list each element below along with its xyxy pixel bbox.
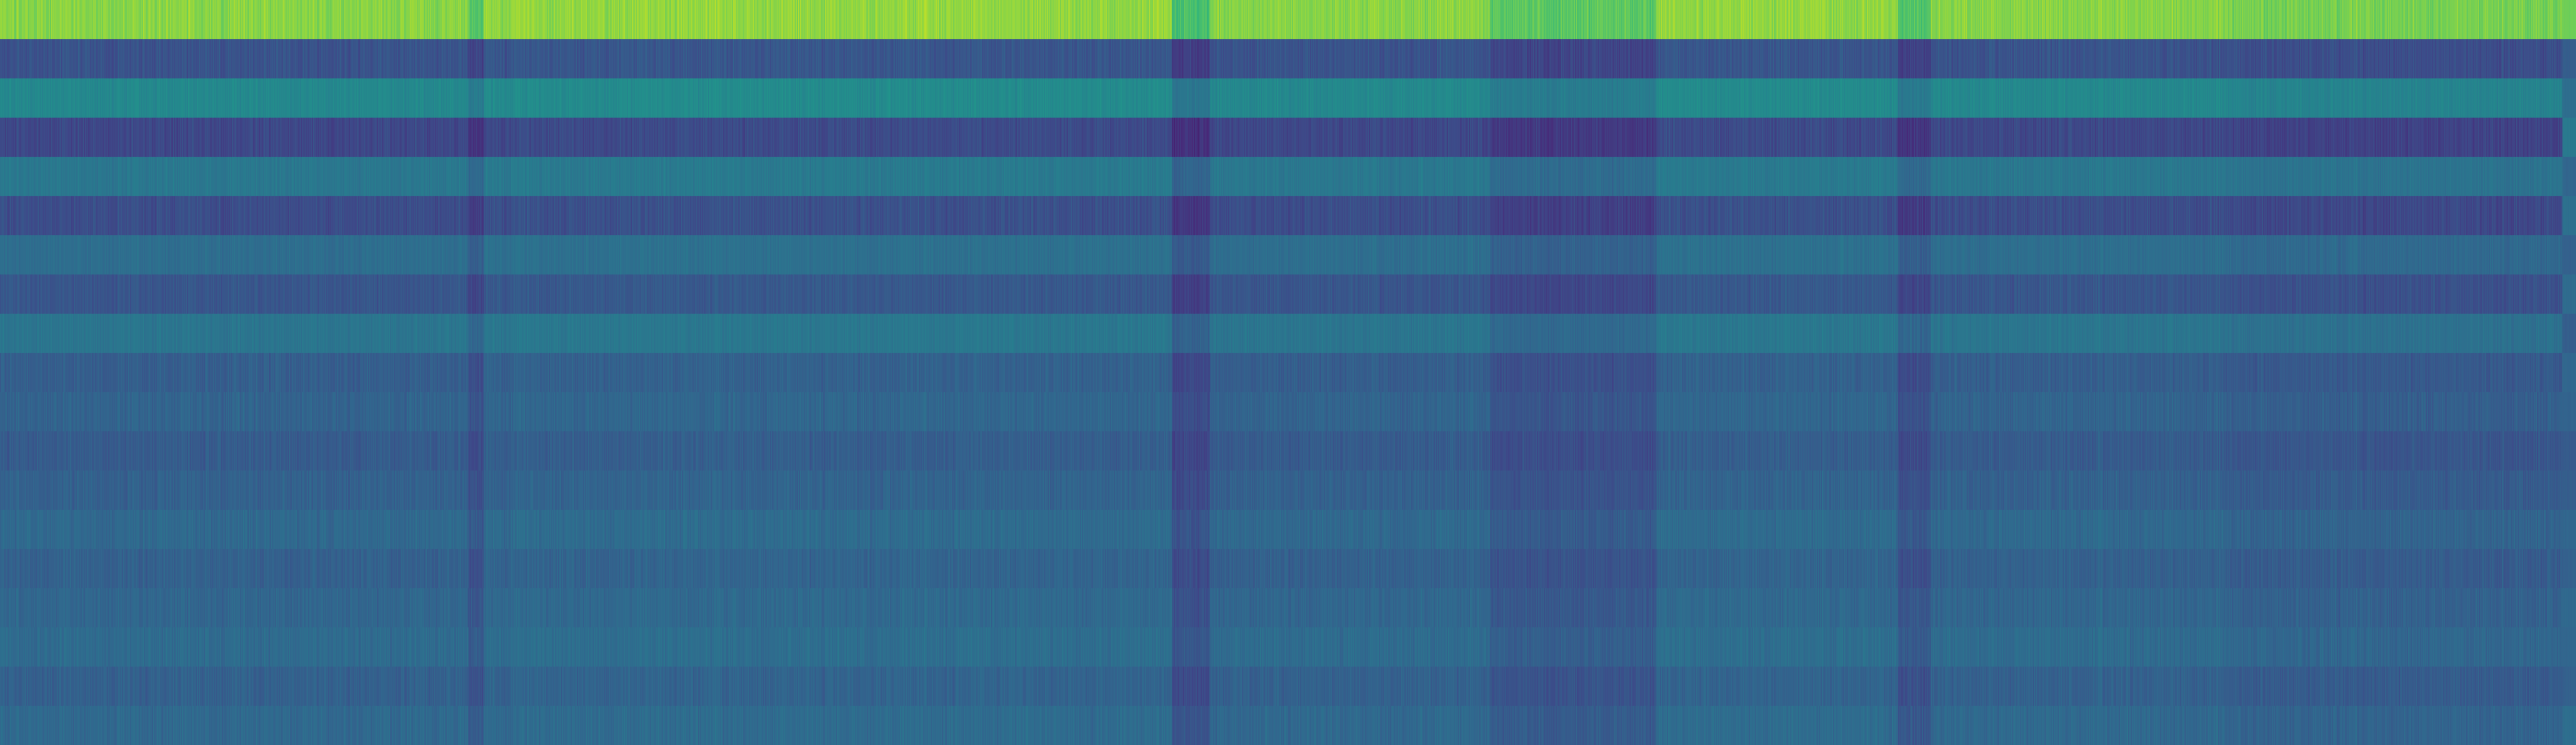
heatmap-cells [0,0,2576,745]
heatmap-chart [0,0,2576,745]
